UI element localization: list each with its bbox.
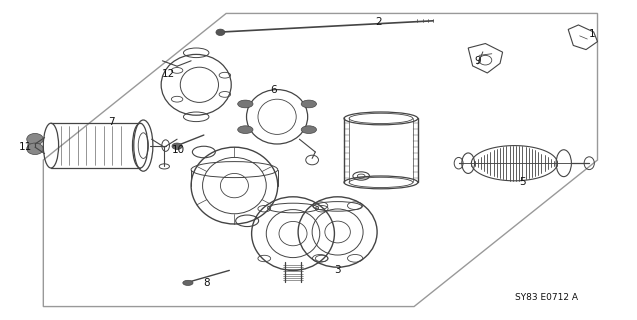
Text: 2: 2 [376,17,382,28]
Text: 8: 8 [204,278,210,288]
Text: 10: 10 [172,145,185,156]
Ellipse shape [183,280,193,285]
Text: 7: 7 [108,116,115,127]
Ellipse shape [216,29,225,36]
Ellipse shape [301,100,317,108]
Text: 1: 1 [589,28,596,39]
Ellipse shape [301,126,317,133]
Text: 3: 3 [334,265,341,276]
Ellipse shape [27,133,43,145]
Text: 9: 9 [475,56,481,66]
Ellipse shape [27,143,43,155]
Text: 6: 6 [271,84,277,95]
Ellipse shape [238,126,253,133]
Text: 12: 12 [162,68,175,79]
Text: 11: 11 [19,142,32,152]
Text: 5: 5 [519,177,526,188]
Ellipse shape [172,143,182,149]
Ellipse shape [238,100,253,108]
Text: SY83 E0712 A: SY83 E0712 A [515,293,578,302]
